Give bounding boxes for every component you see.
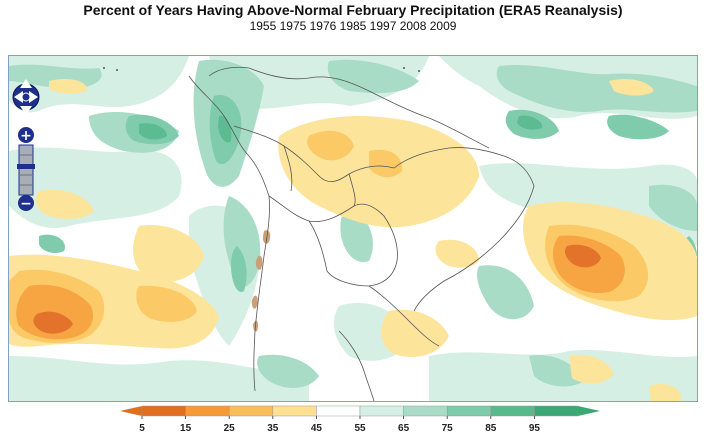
zoom-out-button[interactable]: − — [18, 195, 34, 212]
country-borders — [188, 66, 535, 401]
legend-arrow-low — [120, 406, 142, 416]
pan-left-icon[interactable] — [14, 91, 23, 103]
legend-tick-label: 65 — [398, 423, 410, 434]
legend-swatch — [359, 405, 404, 417]
legend-swatch — [228, 405, 274, 417]
legend-tick-label: 35 — [267, 423, 279, 434]
map-navigation-control: + − — [11, 75, 41, 215]
legend-swatch — [141, 405, 186, 417]
legend-tick-label: 95 — [529, 423, 541, 434]
dark-orange-regions — [33, 244, 601, 334]
map-title: Percent of Years Having Above-Normal Feb… — [83, 2, 623, 18]
legend-swatch — [403, 405, 448, 417]
zoom-out-label: − — [20, 196, 32, 212]
legend-swatch — [316, 405, 361, 417]
legend-swatch — [185, 405, 230, 417]
map-canvas — [9, 56, 697, 401]
legend-tick-label: 85 — [485, 423, 497, 434]
pan-up-icon[interactable] — [20, 79, 32, 88]
legend-tick-label: 75 — [442, 423, 454, 434]
zoom-in-button[interactable]: + — [18, 127, 34, 144]
small-islands — [103, 67, 420, 72]
map-subtitle: 1955 1975 1976 1985 1997 2008 2009 — [249, 19, 457, 33]
legend-swatch — [490, 405, 535, 417]
legend-arrow-high — [578, 406, 600, 416]
legend-swatch — [446, 405, 492, 417]
legend-tick-label: 45 — [311, 423, 323, 434]
zoom-slider[interactable] — [17, 144, 35, 196]
legend-swatch — [272, 405, 317, 417]
color-legend: 5 15 25 35 45 55 65 75 85 95 — [120, 404, 600, 434]
legend-tick-label: 55 — [354, 423, 366, 434]
legend-tick-label: 15 — [180, 423, 192, 434]
dark-green-regions — [139, 115, 543, 143]
legend-tick-label: 25 — [224, 423, 236, 434]
zoom-in-label: + — [20, 128, 32, 144]
pan-control[interactable] — [12, 79, 40, 115]
precipitation-map[interactable] — [8, 55, 698, 402]
zoom-slider-handle[interactable] — [17, 164, 35, 169]
pan-down-icon[interactable] — [20, 106, 32, 115]
legend-swatch — [534, 405, 579, 417]
legend-tick-label: 5 — [139, 423, 145, 434]
pan-right-icon[interactable] — [29, 91, 38, 103]
